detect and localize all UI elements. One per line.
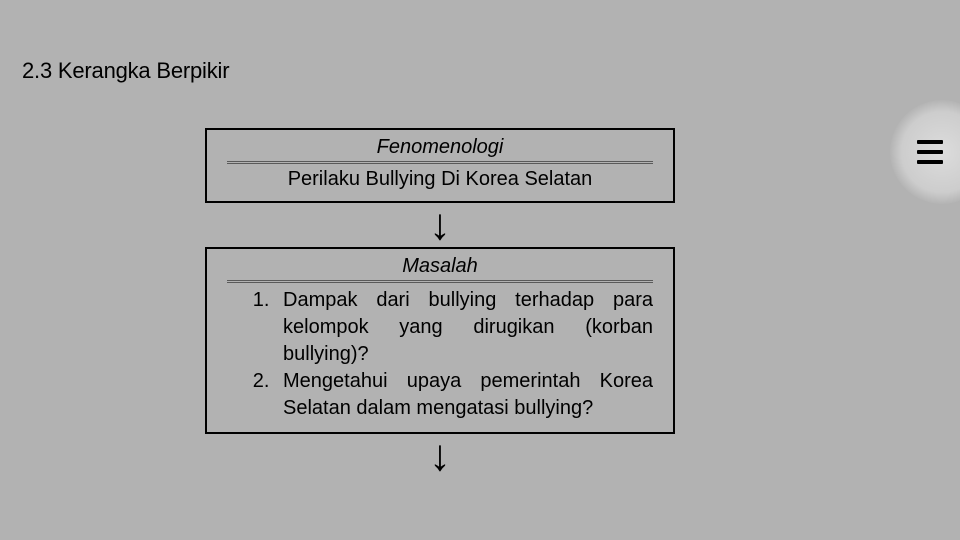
flowchart: Fenomenologi Perilaku Bullying Di Korea … xyxy=(200,128,680,477)
arrow-down-icon: ↓ xyxy=(429,205,451,245)
hamburger-icon xyxy=(917,140,943,164)
list-item: Mengetahui upaya pemerintah Korea Selata… xyxy=(275,368,653,422)
flow-node-masalah: Masalah Dampak dari bullying terhadap pa… xyxy=(205,247,675,434)
section-title: 2.3 Kerangka Berpikir xyxy=(22,58,229,84)
menu-button[interactable] xyxy=(890,100,960,204)
node-header: Fenomenologi xyxy=(227,136,653,164)
flow-node-fenomenologi: Fenomenologi Perilaku Bullying Di Korea … xyxy=(205,128,675,203)
arrow-down-icon: ↓ xyxy=(429,436,451,476)
node-item-list: Dampak dari bullying terhadap para kelom… xyxy=(221,287,659,422)
node-header: Masalah xyxy=(227,255,653,283)
node-subtitle: Perilaku Bullying Di Korea Selatan xyxy=(221,168,659,191)
list-item: Dampak dari bullying terhadap para kelom… xyxy=(275,287,653,368)
